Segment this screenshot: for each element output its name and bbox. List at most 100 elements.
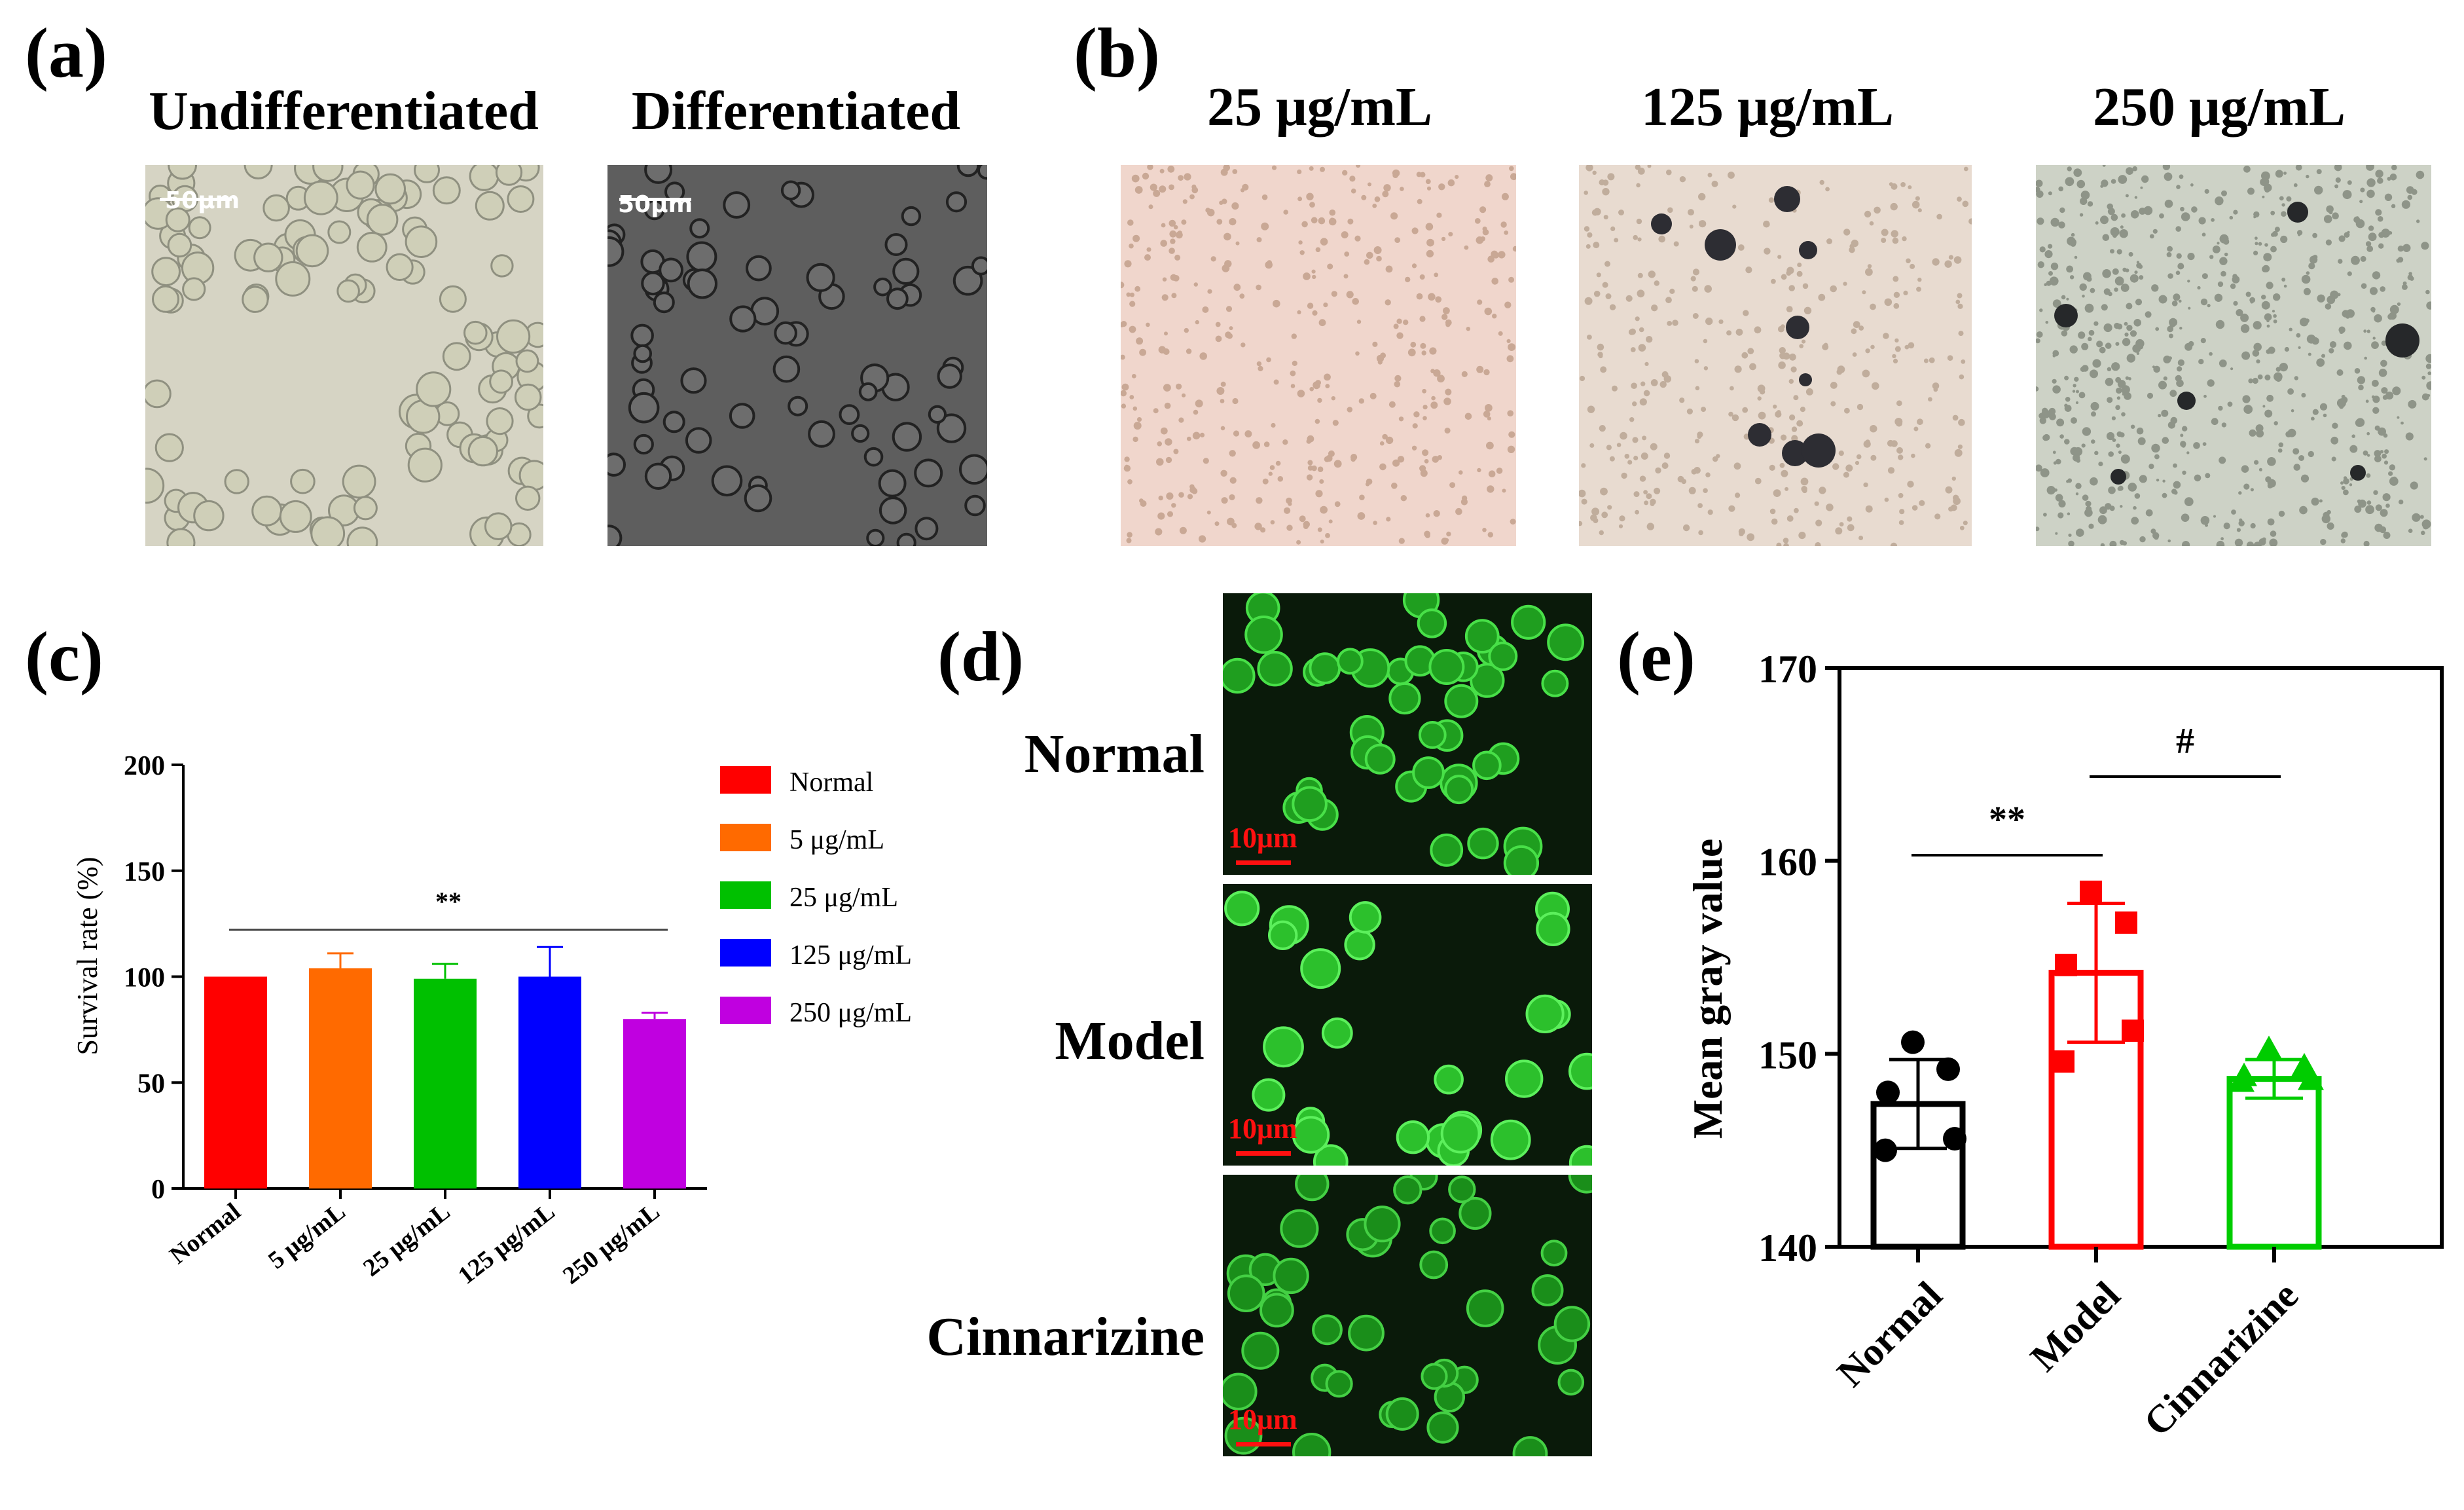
cell-shape [2078,331,2086,339]
cell-shape [1222,198,1227,204]
cell-shape [1487,416,1491,421]
cell-shape [1509,166,1514,172]
cell-shape [1142,172,1150,180]
cell-shape [1324,456,1330,462]
cell-shape [2296,333,2301,338]
cell-shape [1445,538,1449,543]
cell-shape [1911,200,1920,209]
cell-shape [2155,327,2160,331]
cell-shape [1413,411,1420,418]
cell-shape [1612,385,1618,392]
cell-shape [1619,515,1625,522]
cell-shape [1794,507,1799,513]
cell-shape [2378,243,2384,249]
cell-shape [1164,331,1168,336]
cell-shape [1843,471,1849,478]
cell-shape [2044,250,2053,259]
cell-shape [1716,454,1720,458]
cell-shape [1171,293,1177,299]
cell-shape [2425,289,2430,295]
cell-shape [1169,248,1175,254]
cell-shape [2327,522,2334,530]
cell-shape [2375,504,2382,511]
cell-shape [1796,270,1803,277]
cell-shape [1373,246,1382,254]
cell-shape [1498,331,1503,336]
legend-swatch [720,881,771,909]
cell-shape [1874,206,1881,214]
cell-shape [1616,443,1622,447]
cell-shape [1347,407,1353,413]
cell-shape [1312,1314,1343,1346]
cell-shape [1449,482,1456,488]
cell-shape [2152,532,2160,540]
cell-shape [1898,454,1904,460]
cell-shape [1364,259,1370,265]
cell-shape [1646,336,1653,343]
cell-shape [1733,462,1741,470]
cell-shape [1601,511,1608,519]
cell-shape [1525,994,1565,1033]
cell-shape [1244,430,1252,438]
cell-shape [1333,460,1342,468]
cell-shape [2203,394,2207,398]
cell-shape [1484,307,1493,316]
cell-shape [1951,476,1956,481]
cell-shape [1587,232,1593,238]
cell-shape [2128,377,2131,380]
cell-shape [2371,341,2379,349]
cell-shape [1173,449,1179,454]
cell-shape [1179,526,1187,534]
cell-shape [2135,299,2143,306]
cell-shape [2180,206,2184,212]
cell-shape [1703,488,1708,493]
cell-shape [1694,467,1701,474]
cell-shape [1317,527,1322,532]
legend-label: Normal [789,767,873,798]
cell-shape [2258,468,2262,471]
y-tick-label: 50 [137,1069,165,1099]
cell-shape [2074,377,2079,382]
cell-shape [2180,433,2184,437]
cell-shape [1903,290,1908,295]
x-tick-label: 25 μg/mL [358,1198,455,1282]
cell-shape [892,422,922,452]
cell-shape [2071,417,2077,424]
cell-shape [2401,421,2404,425]
cell-shape [2321,354,2325,358]
cell-shape [1146,247,1151,252]
cell-shape [1884,298,1893,306]
cell-shape [1259,1293,1294,1328]
micrograph-125 [1579,165,1972,546]
cell-shape [1599,530,1604,536]
cell-shape [2048,191,2052,196]
cell-shape [863,447,884,467]
cell-shape [1896,447,1903,454]
cell-shape [1320,540,1324,543]
cell-shape [1682,524,1690,532]
cell-shape [1585,165,1593,172]
cell-shape [2048,407,2056,415]
cell-shape [2381,341,2387,346]
cell-shape [2052,385,2061,394]
cell-shape [2283,284,2287,288]
cell-shape [1337,648,1364,675]
cell-shape [1331,291,1337,297]
cell-shape [1620,432,1627,440]
cell-shape [1945,486,1953,494]
cell-shape [729,403,755,429]
cell-shape [1911,505,1918,511]
legend-swatch [720,997,771,1024]
cell-shape [1126,292,1131,297]
cell-shape [251,495,283,526]
cell-shape [2080,366,2086,372]
cell-shape [1507,445,1515,453]
cell-shape [1350,188,1356,194]
cell-shape [2334,184,2339,189]
cell-shape [515,349,539,373]
cell-shape [2421,530,2425,536]
cell-shape [1321,1017,1353,1049]
cell-shape [1182,199,1187,204]
cell-shape [1705,317,1713,325]
cell-shape [2323,215,2332,223]
